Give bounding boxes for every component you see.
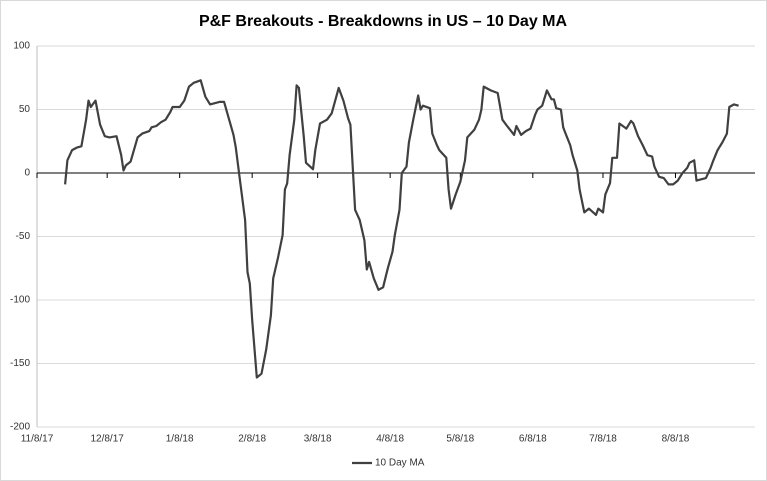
x-tick-label: 11/8/17 — [21, 434, 54, 445]
y-tick-label: -200 — [10, 422, 30, 433]
x-tick-label: 4/8/18 — [376, 434, 404, 445]
x-tick-label: 5/8/18 — [446, 434, 474, 445]
x-tick-label: 12/8/17 — [90, 434, 124, 445]
x-tick-label: 7/8/18 — [589, 434, 617, 445]
y-tick-label: 0 — [24, 168, 30, 179]
y-tick-label: -50 — [16, 231, 31, 242]
y-tick-label: -100 — [10, 295, 30, 306]
x-tick-label: 8/8/18 — [662, 434, 690, 445]
data-line — [64, 79, 739, 379]
y-tick-label: 100 — [13, 41, 30, 52]
legend-label: 10 Day MA — [375, 458, 425, 469]
x-tick-label: 6/8/18 — [519, 434, 547, 445]
x-tick-label: 1/8/18 — [166, 434, 194, 445]
chart-title: P&F Breakouts - Breakdowns in US – 10 Da… — [199, 13, 568, 30]
x-tick-label: 3/8/18 — [304, 434, 332, 445]
x-tick-label: 2/8/18 — [238, 434, 266, 445]
y-tick-label: 50 — [19, 104, 31, 115]
y-tick-label: -150 — [10, 358, 30, 369]
